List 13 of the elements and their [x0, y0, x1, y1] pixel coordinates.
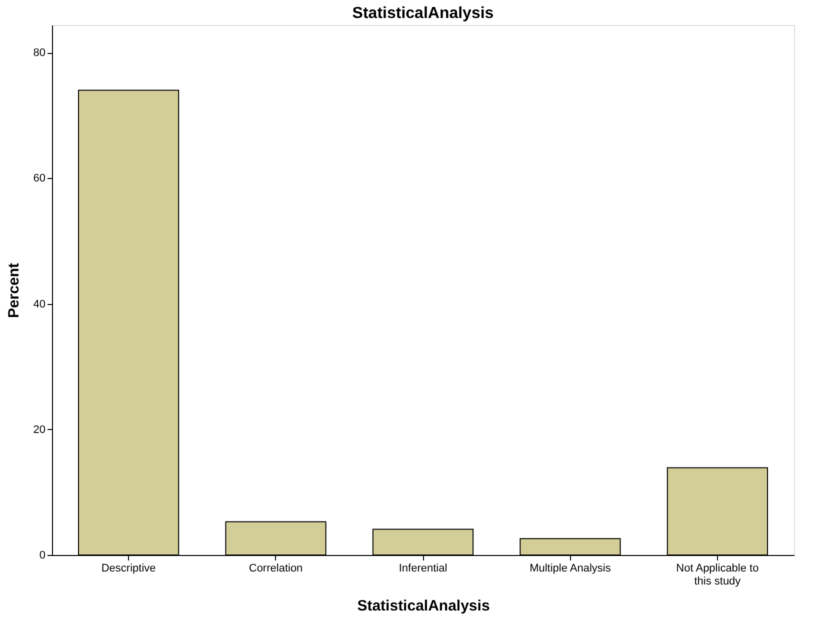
- y-tick-label: 40: [33, 298, 46, 310]
- x-tick-label: Inferential: [398, 562, 448, 574]
- y-tick-label: 20: [33, 424, 46, 436]
- x-tick-label: Descriptive: [101, 562, 156, 574]
- x-axis-title: StatisticalAnalysis: [357, 598, 490, 614]
- x-tick-label: Correlation: [248, 562, 303, 574]
- y-tick-label: 0: [39, 550, 46, 562]
- chart-title: StatisticalAnalysis: [352, 5, 494, 22]
- x-tick-label: Not Applicable to this study: [676, 562, 759, 588]
- y-axis-title: Percent: [5, 262, 22, 318]
- y-tick-label: 80: [33, 47, 46, 60]
- x-tick-label: Multiple Analysis: [530, 562, 612, 574]
- y-tick-label: 60: [33, 172, 46, 185]
